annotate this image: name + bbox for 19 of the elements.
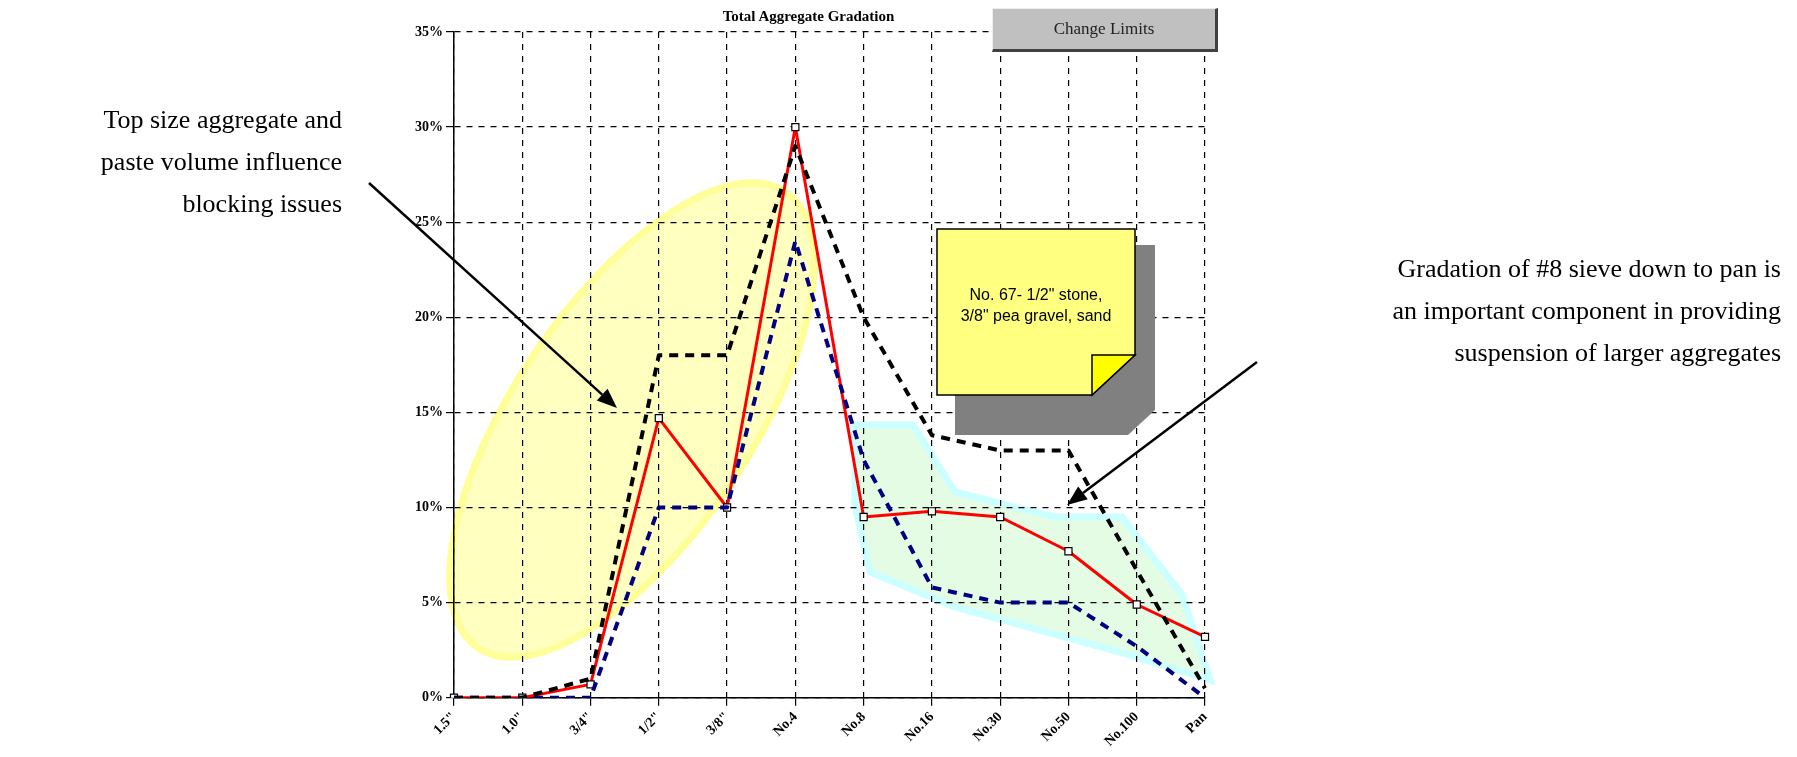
y-tick-label: 0% — [422, 689, 443, 705]
text: Gradation of #8 sieve down to pan is an important component in providing suspension of larger aggregates — [1391, 253, 1781, 369]
chart-title: Total Aggregate Gradation — [722, 7, 895, 24]
x-tick-label: 3/4" — [566, 708, 596, 738]
y-tick-label: 30% — [415, 118, 443, 134]
x-tick-label: 1/2" — [634, 708, 664, 738]
x-tick-label: 1.5" — [430, 708, 459, 738]
y-tick-label: 10% — [415, 499, 443, 515]
annotation: No. 67- 1/2" stone, 3/8" pea gravel, sand — [959, 285, 1113, 326]
y-tick-label: 35% — [415, 23, 443, 39]
y-tick-label: 15% — [415, 404, 443, 420]
change-limits-button[interactable]: Change Limits — [992, 8, 1218, 52]
x-tick-label: 3/8" — [703, 708, 732, 738]
text: Top size aggregate and paste volume influence blocking issues — [99, 104, 342, 220]
x-tick-label: 1.0" — [498, 708, 527, 738]
x-tick-label: Pan — [1182, 708, 1210, 736]
y-tick-label: 25% — [415, 213, 443, 229]
y-tick-label: 5% — [422, 594, 443, 610]
y-tick-label: 20% — [415, 308, 443, 324]
